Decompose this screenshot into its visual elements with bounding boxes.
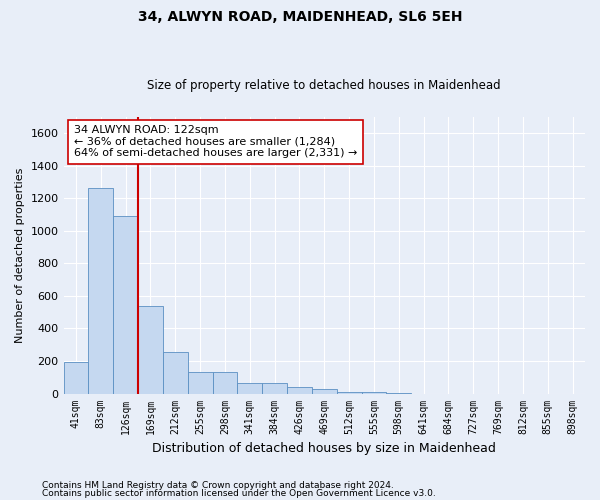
Bar <box>163 352 188 394</box>
Text: Contains public sector information licensed under the Open Government Licence v3: Contains public sector information licen… <box>42 488 436 498</box>
Bar <box>212 372 238 394</box>
Bar <box>262 383 287 394</box>
Bar <box>138 306 163 394</box>
Bar <box>113 216 138 394</box>
Bar <box>362 392 386 394</box>
Text: 34, ALWYN ROAD, MAIDENHEAD, SL6 5EH: 34, ALWYN ROAD, MAIDENHEAD, SL6 5EH <box>138 10 462 24</box>
Title: Size of property relative to detached houses in Maidenhead: Size of property relative to detached ho… <box>148 79 501 92</box>
Bar <box>386 392 411 394</box>
Bar <box>337 392 362 394</box>
Text: 34 ALWYN ROAD: 122sqm
← 36% of detached houses are smaller (1,284)
64% of semi-d: 34 ALWYN ROAD: 122sqm ← 36% of detached … <box>74 125 358 158</box>
Bar <box>312 388 337 394</box>
Y-axis label: Number of detached properties: Number of detached properties <box>15 168 25 343</box>
Bar <box>64 362 88 394</box>
Bar <box>287 387 312 394</box>
Text: Contains HM Land Registry data © Crown copyright and database right 2024.: Contains HM Land Registry data © Crown c… <box>42 481 394 490</box>
Bar <box>188 372 212 394</box>
Bar <box>238 383 262 394</box>
Bar <box>88 188 113 394</box>
X-axis label: Distribution of detached houses by size in Maidenhead: Distribution of detached houses by size … <box>152 442 496 455</box>
